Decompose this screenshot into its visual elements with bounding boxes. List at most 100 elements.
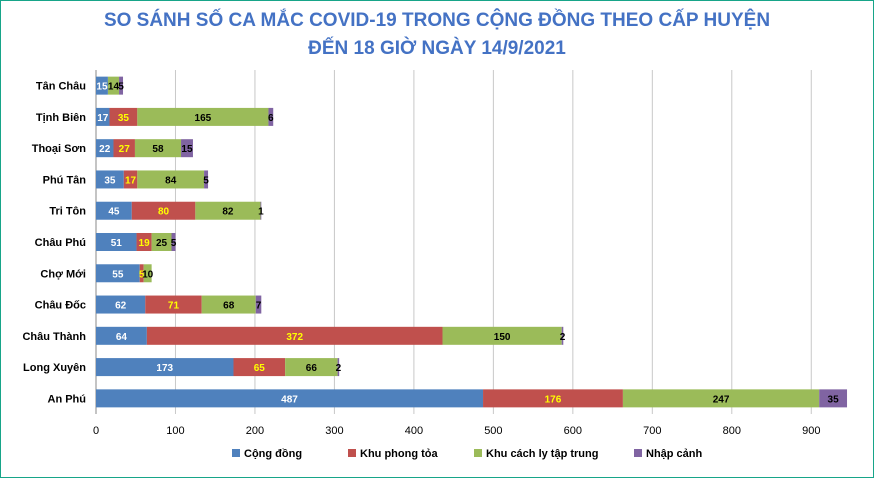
category-label: An Phú (48, 393, 87, 405)
bar-2 (233, 358, 286, 377)
data-label: 27 (119, 144, 131, 155)
category-label: Châu Thành (22, 331, 86, 343)
data-label: 17 (97, 113, 109, 124)
bar-4 (819, 389, 848, 408)
bar-4 (255, 295, 262, 314)
data-label: 35 (104, 175, 116, 186)
bar-2 (113, 139, 135, 158)
bar-1 (96, 139, 114, 158)
data-label: 15 (96, 82, 108, 93)
data-label: 165 (195, 113, 212, 124)
bar-2 (145, 295, 202, 314)
x-tick-label: 200 (246, 425, 264, 437)
data-label: 58 (152, 144, 164, 155)
data-label: 82 (222, 207, 234, 218)
bar-3 (137, 170, 205, 189)
data-label: 372 (286, 332, 303, 343)
data-label: 19 (139, 238, 151, 249)
bar-2 (146, 326, 443, 345)
x-tick-label: 100 (166, 425, 184, 437)
bar-3 (201, 295, 256, 314)
data-label: 176 (545, 394, 562, 405)
data-label: 71 (168, 301, 180, 312)
x-tick-label: 500 (484, 425, 502, 437)
x-tick-label: 900 (802, 425, 820, 437)
bar-3 (143, 264, 152, 283)
data-label: 65 (254, 363, 266, 374)
category-label: Chợ Mới (40, 268, 86, 280)
category-label: Châu Đốc (35, 300, 86, 312)
data-label: 487 (281, 394, 298, 405)
data-label: 22 (99, 144, 111, 155)
bar-2 (139, 264, 144, 283)
bar-2 (109, 107, 138, 126)
data-label: 80 (158, 207, 170, 218)
x-tick-label: 700 (643, 425, 661, 437)
legend-swatch (348, 449, 356, 457)
legend-label: Nhập cảnh (646, 448, 703, 460)
x-tick-label: 0 (93, 425, 99, 437)
data-label: 5 (171, 238, 177, 249)
bar-3 (285, 358, 338, 377)
bar-4 (260, 201, 262, 220)
bar-4 (171, 233, 176, 251)
bar-1 (96, 389, 484, 408)
x-tick-label: 600 (564, 425, 582, 437)
bar-3 (195, 201, 261, 220)
bar-3 (134, 139, 182, 158)
x-tick-label: 400 (405, 425, 423, 437)
data-label: 247 (713, 394, 730, 405)
data-label: 66 (306, 363, 318, 374)
category-label: Phú Tân (43, 174, 87, 186)
bar-2 (123, 170, 138, 189)
bar-4 (181, 139, 193, 158)
bar-3 (151, 233, 172, 251)
legend-label: Khu phong tỏa (360, 448, 438, 460)
bar-3 (137, 107, 269, 126)
data-label: 55 (112, 269, 124, 280)
data-label: 173 (156, 363, 173, 374)
data-label: 62 (115, 301, 127, 312)
data-label: 14 (108, 82, 120, 93)
data-label: 17 (125, 175, 137, 186)
category-label: Tân Châu (36, 81, 86, 93)
bar-1 (96, 326, 147, 345)
bar-1 (96, 201, 132, 220)
bar-2 (136, 233, 152, 251)
category-label: Long Xuyên (23, 362, 86, 374)
bar-4 (337, 358, 340, 377)
data-label: 25 (156, 238, 168, 249)
data-label: 45 (108, 207, 120, 218)
bar-2 (131, 201, 196, 220)
bar-2 (483, 389, 623, 408)
bar-3 (442, 326, 562, 345)
legend-swatch (474, 449, 482, 457)
data-label: 64 (116, 332, 128, 343)
data-label: 2 (336, 363, 342, 374)
bar-1 (96, 295, 146, 314)
data-label: 2 (560, 332, 566, 343)
bar-4 (561, 326, 564, 345)
bar-1 (96, 358, 234, 377)
category-label: Tri Tôn (49, 206, 86, 218)
bar-1 (96, 264, 140, 283)
bar-1 (96, 233, 137, 251)
legend-swatch (232, 449, 240, 457)
data-label: 5 (203, 175, 209, 186)
data-label: 10 (142, 269, 154, 280)
category-label: Tịnh Biên (36, 112, 86, 124)
data-label: 7 (256, 301, 262, 312)
bar-4 (268, 107, 274, 126)
x-tick-label: 300 (325, 425, 343, 437)
data-label: 6 (268, 113, 274, 124)
bar-1 (96, 76, 108, 95)
data-label: 35 (828, 394, 840, 405)
bar-1 (96, 107, 110, 126)
bar-4 (119, 76, 124, 95)
bar-4 (204, 170, 209, 189)
bar-3 (622, 389, 820, 408)
bar-3 (107, 76, 120, 95)
data-label: 5 (118, 82, 124, 93)
legend-swatch (634, 449, 642, 457)
